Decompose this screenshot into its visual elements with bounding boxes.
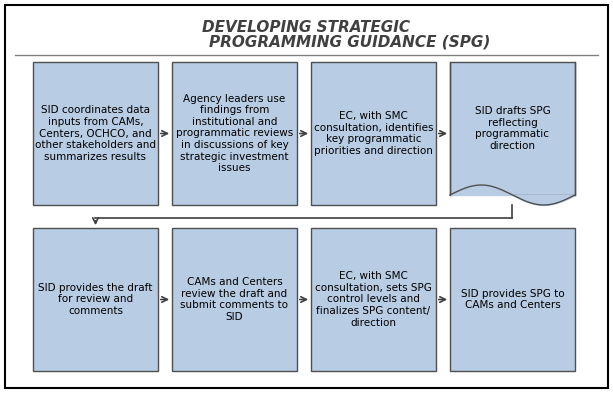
- FancyBboxPatch shape: [33, 228, 158, 371]
- FancyBboxPatch shape: [33, 62, 158, 205]
- FancyBboxPatch shape: [450, 228, 575, 371]
- FancyBboxPatch shape: [450, 62, 575, 195]
- FancyBboxPatch shape: [172, 228, 297, 371]
- Text: DEVELOPING STRATEGIC: DEVELOPING STRATEGIC: [202, 20, 410, 35]
- Text: Agency leaders use
findings from
institutional and
programmatic reviews
in discu: Agency leaders use findings from institu…: [176, 94, 293, 173]
- Text: PROGRAMMING GUIDANCE (SPG): PROGRAMMING GUIDANCE (SPG): [209, 35, 490, 50]
- Text: SID coordinates data
inputs from CAMs,
Centers, OCHCO, and
other stakeholders an: SID coordinates data inputs from CAMs, C…: [35, 105, 156, 162]
- Text: EC, with SMC
consultation, sets SPG
control levels and
finalizes SPG content/
di: EC, with SMC consultation, sets SPG cont…: [315, 271, 432, 328]
- FancyBboxPatch shape: [311, 62, 436, 205]
- Text: EC, with SMC
consultation, identifies
key programmatic
priorities and direction: EC, with SMC consultation, identifies ke…: [314, 111, 433, 156]
- Text: SID provides SPG to
CAMs and Centers: SID provides SPG to CAMs and Centers: [461, 289, 565, 310]
- Text: CAMs and Centers
review the draft and
submit comments to
SID: CAMs and Centers review the draft and su…: [180, 277, 289, 322]
- FancyBboxPatch shape: [5, 5, 608, 388]
- Text: SID drafts SPG
reflecting
programmatic
direction: SID drafts SPG reflecting programmatic d…: [474, 106, 550, 151]
- FancyBboxPatch shape: [311, 228, 436, 371]
- Text: SID provides the draft
for review and
comments: SID provides the draft for review and co…: [38, 283, 153, 316]
- FancyBboxPatch shape: [172, 62, 297, 205]
